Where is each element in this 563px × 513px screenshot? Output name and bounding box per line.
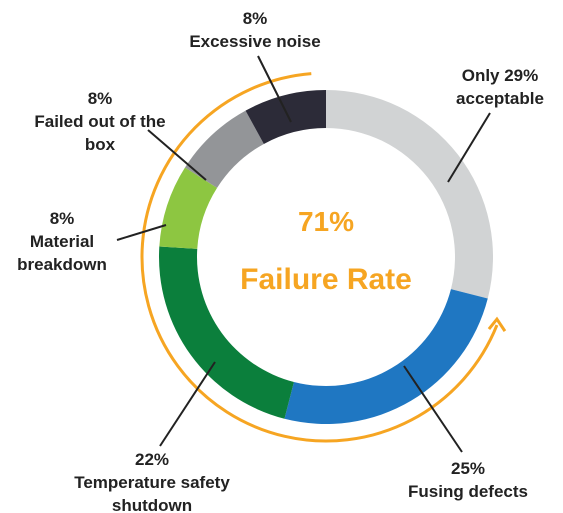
category-label: Failed out of the box [34,112,166,154]
donut-segment [158,246,294,419]
failure-arc [140,72,499,443]
segment-label: 8% Excessive noise [170,7,340,53]
leader-line [257,55,292,123]
segment-label: 8% Material breakdown [7,207,117,276]
leader-line [116,224,167,241]
failure-arrowhead [487,316,507,332]
segment-label: 25% Fusing defects [383,457,553,503]
donut-segment [245,90,326,144]
leader-line [447,112,491,183]
category-label: Temperature safety shutdown [74,473,230,513]
donut-segment [159,167,218,249]
donut-segment [326,90,493,299]
value-label: 22% [134,450,170,469]
segment-label: 22% Temperature safety shutdown [70,448,235,513]
category-label: Excessive noise [189,32,321,51]
center-annotation: 71% [297,206,355,237]
value-label: Only 29% [461,66,539,85]
value-label: 8% [87,89,113,108]
category-label: Material breakdown [17,232,107,274]
leader-line [147,129,207,181]
segment-label: 8% Failed out of the box [30,87,170,156]
leader-line [159,361,216,447]
leader-line [403,365,463,453]
value-label: 25% [450,459,486,478]
center-annotation: Failure Rate [240,263,412,296]
value-label: 8% [242,9,268,28]
value-label: 8% [49,209,75,228]
category-label: Fusing defects [408,482,528,501]
donut-segment [184,110,264,188]
category-label: acceptable [456,89,544,108]
segment-label: Only 29% acceptable [440,64,560,110]
donut-segment [284,289,488,424]
